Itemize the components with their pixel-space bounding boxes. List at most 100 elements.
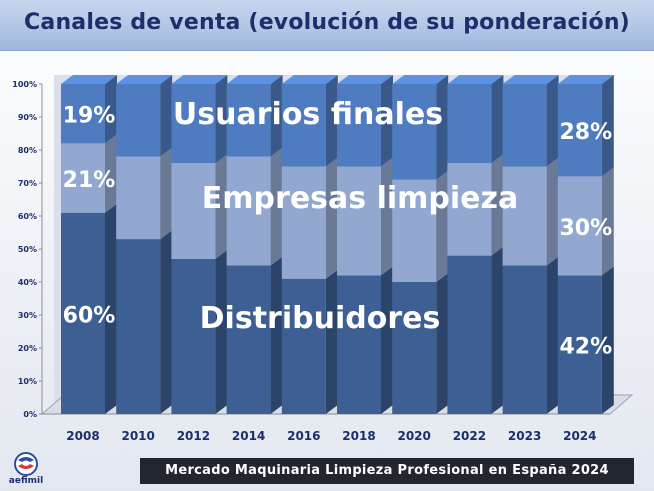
aefimil-logo: aefimil: [6, 452, 46, 488]
bar-segment: [171, 258, 216, 414]
footer-banner: Mercado Maquinaria Limpieza Profesional …: [140, 458, 634, 484]
y-tick-label: 80%: [18, 146, 37, 155]
bar-segment-side: [546, 157, 559, 266]
data-label: 21%: [63, 168, 116, 193]
stacked-bar-chart: 0% 10% 20% 30% 40% 50% 60% 70% 80% 90% 100% 2008 201…: [12, 75, 634, 443]
series-label: Distribuidores: [200, 301, 441, 336]
bar-segment: [337, 84, 381, 167]
bar-segment: [171, 163, 216, 259]
data-label: 60%: [63, 303, 116, 328]
bar-segment-side: [215, 249, 228, 414]
y-tick-label: 70%: [18, 179, 37, 188]
x-tick-label: 2018: [342, 429, 375, 443]
bar-segment-side: [601, 75, 614, 177]
chart-title: Canales de venta (evolución de su ponder…: [24, 10, 630, 35]
y-tick-label: 30%: [18, 311, 37, 320]
bar-segment: [61, 212, 105, 414]
bar-segment: [116, 156, 161, 240]
bar-segment: [337, 275, 381, 414]
y-tick-label: 40%: [18, 278, 37, 287]
bar-segment: [502, 166, 547, 266]
data-label: 19%: [63, 104, 116, 129]
bar-top: [171, 75, 228, 84]
bar-top: [61, 75, 117, 84]
x-tick-label: 2023: [508, 429, 541, 443]
bar-segment-side: [436, 170, 449, 282]
series-label: Empresas limpieza: [202, 181, 518, 216]
bar-top: [447, 75, 504, 84]
bar-segment-side: [105, 134, 117, 213]
bar-segment: [281, 84, 326, 167]
bar-segment: [226, 156, 271, 266]
bar-segment-side: [546, 256, 559, 414]
bar-top: [392, 75, 449, 84]
x-tick-label: 2010: [121, 429, 154, 443]
y-tick-label: 60%: [18, 212, 37, 221]
title-bar: Canales de venta (evolución de su ponder…: [0, 0, 654, 51]
bar-segment: [392, 84, 437, 180]
x-tick-label: 2016: [287, 429, 320, 443]
y-tick-label: 100%: [12, 80, 37, 89]
y-tick-label: 10%: [18, 377, 37, 386]
bar-segment: [171, 84, 216, 164]
bar-segment: [392, 179, 437, 282]
bar-segment: [337, 166, 381, 276]
bar-top: [557, 75, 614, 84]
bar-top: [281, 75, 338, 84]
x-tick-label: 2020: [397, 429, 430, 443]
bar-segment-side: [325, 75, 338, 167]
bar-segment-side: [270, 147, 283, 266]
bar-segment-side: [270, 256, 283, 414]
x-tick-label: 2024: [563, 429, 596, 443]
y-tick-label: 20%: [18, 344, 37, 353]
bar-top: [502, 75, 559, 84]
bar-top: [226, 75, 283, 84]
bar-segment: [502, 84, 547, 167]
bar-segment: [557, 176, 602, 276]
bar-segment-side: [270, 75, 283, 157]
bar-segment-side: [601, 167, 614, 276]
bar-segment-side: [381, 75, 393, 167]
bar-segment: [226, 84, 271, 157]
x-tick-label: 2012: [177, 429, 210, 443]
bar-segment-side: [436, 273, 449, 414]
y-tick-label: 90%: [18, 113, 37, 122]
series-label: Usuarios finales: [173, 97, 443, 132]
x-tick-label: 2022: [453, 429, 486, 443]
bar-segment: [116, 239, 161, 414]
bar-top: [337, 75, 393, 84]
bar-segment-side: [160, 230, 173, 414]
bar-segment: [226, 265, 271, 414]
bar-segment-side: [105, 203, 117, 414]
bar-segment-side: [436, 75, 449, 180]
bar-segment: [502, 265, 547, 414]
bar-segment-side: [381, 266, 393, 414]
bar-segment-side: [215, 154, 228, 259]
x-tick-label: 2008: [66, 429, 99, 443]
logo-text: aefimil: [8, 476, 44, 486]
y-tick-label: 0%: [23, 410, 37, 419]
bar-segment-side: [160, 147, 173, 240]
bar-segment: [281, 166, 326, 279]
bar-segment: [447, 255, 492, 414]
data-label: 28%: [559, 120, 612, 145]
y-tick-label: 50%: [18, 245, 37, 254]
bar-segment-side: [215, 75, 228, 164]
data-label: 42%: [559, 335, 612, 360]
bar-top: [116, 75, 173, 84]
bar-segment-side: [491, 154, 504, 256]
bar-segment-side: [546, 75, 559, 167]
bar-segment: [447, 84, 492, 164]
x-tick-label: 2014: [232, 429, 265, 443]
bar-segment-side: [325, 269, 338, 414]
bar-segment: [61, 84, 105, 144]
bar-segment: [447, 163, 492, 256]
bar-segment-side: [601, 266, 614, 414]
bar-segment-side: [105, 75, 117, 144]
bar-segment-side: [160, 75, 173, 157]
bar-segment: [116, 84, 161, 157]
data-label: 30%: [559, 216, 612, 241]
bar-segment-side: [325, 157, 338, 279]
bar-segment: [557, 275, 602, 414]
bar-segment: [61, 143, 105, 213]
